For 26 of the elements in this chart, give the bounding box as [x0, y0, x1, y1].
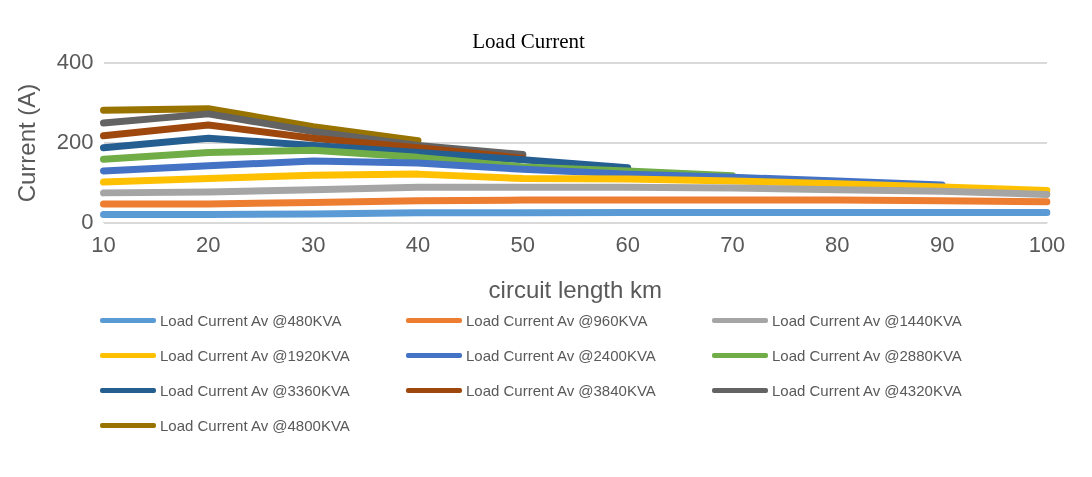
x-tick-label: 50	[510, 232, 536, 258]
y-tick-label: 200	[56, 129, 94, 155]
x-tick-label: 40	[405, 232, 431, 258]
y-tick-label: 0	[81, 208, 94, 234]
chart-title: Load Current	[472, 29, 585, 54]
legend-label: Load Current Av @4320KVA	[772, 382, 962, 399]
x-tick-label: 20	[196, 232, 221, 258]
legend-label: Load Current Av @4800KVA	[160, 417, 350, 434]
y-axis-title: Current (A)	[13, 83, 41, 203]
legend-label: Load Current Av @1440KVA	[772, 312, 962, 329]
y-tick-label: 400	[56, 49, 94, 75]
legend-label: Load Current Av @480KVA	[160, 312, 342, 329]
x-tick-label: 80	[825, 232, 850, 258]
x-axis-title: circuit length km	[488, 276, 662, 304]
x-tick-label: 90	[929, 232, 955, 258]
x-tick-label: 30	[300, 232, 326, 258]
x-tick-label: 10	[91, 232, 116, 258]
x-tick-label: 60	[615, 232, 640, 258]
legend-label: Load Current Av @1920KVA	[160, 347, 350, 364]
x-tick-label: 70	[720, 232, 745, 258]
x-tick-label: 100	[1028, 232, 1066, 258]
legend-label: Load Current Av @2400KVA	[466, 347, 656, 364]
legend-label: Load Current Av @3360KVA	[160, 382, 350, 399]
legend-label: Load Current Av @3840KVA	[466, 382, 656, 399]
legend-label: Load Current Av @2880KVA	[772, 347, 962, 364]
legend-label: Load Current Av @960KVA	[466, 312, 648, 329]
